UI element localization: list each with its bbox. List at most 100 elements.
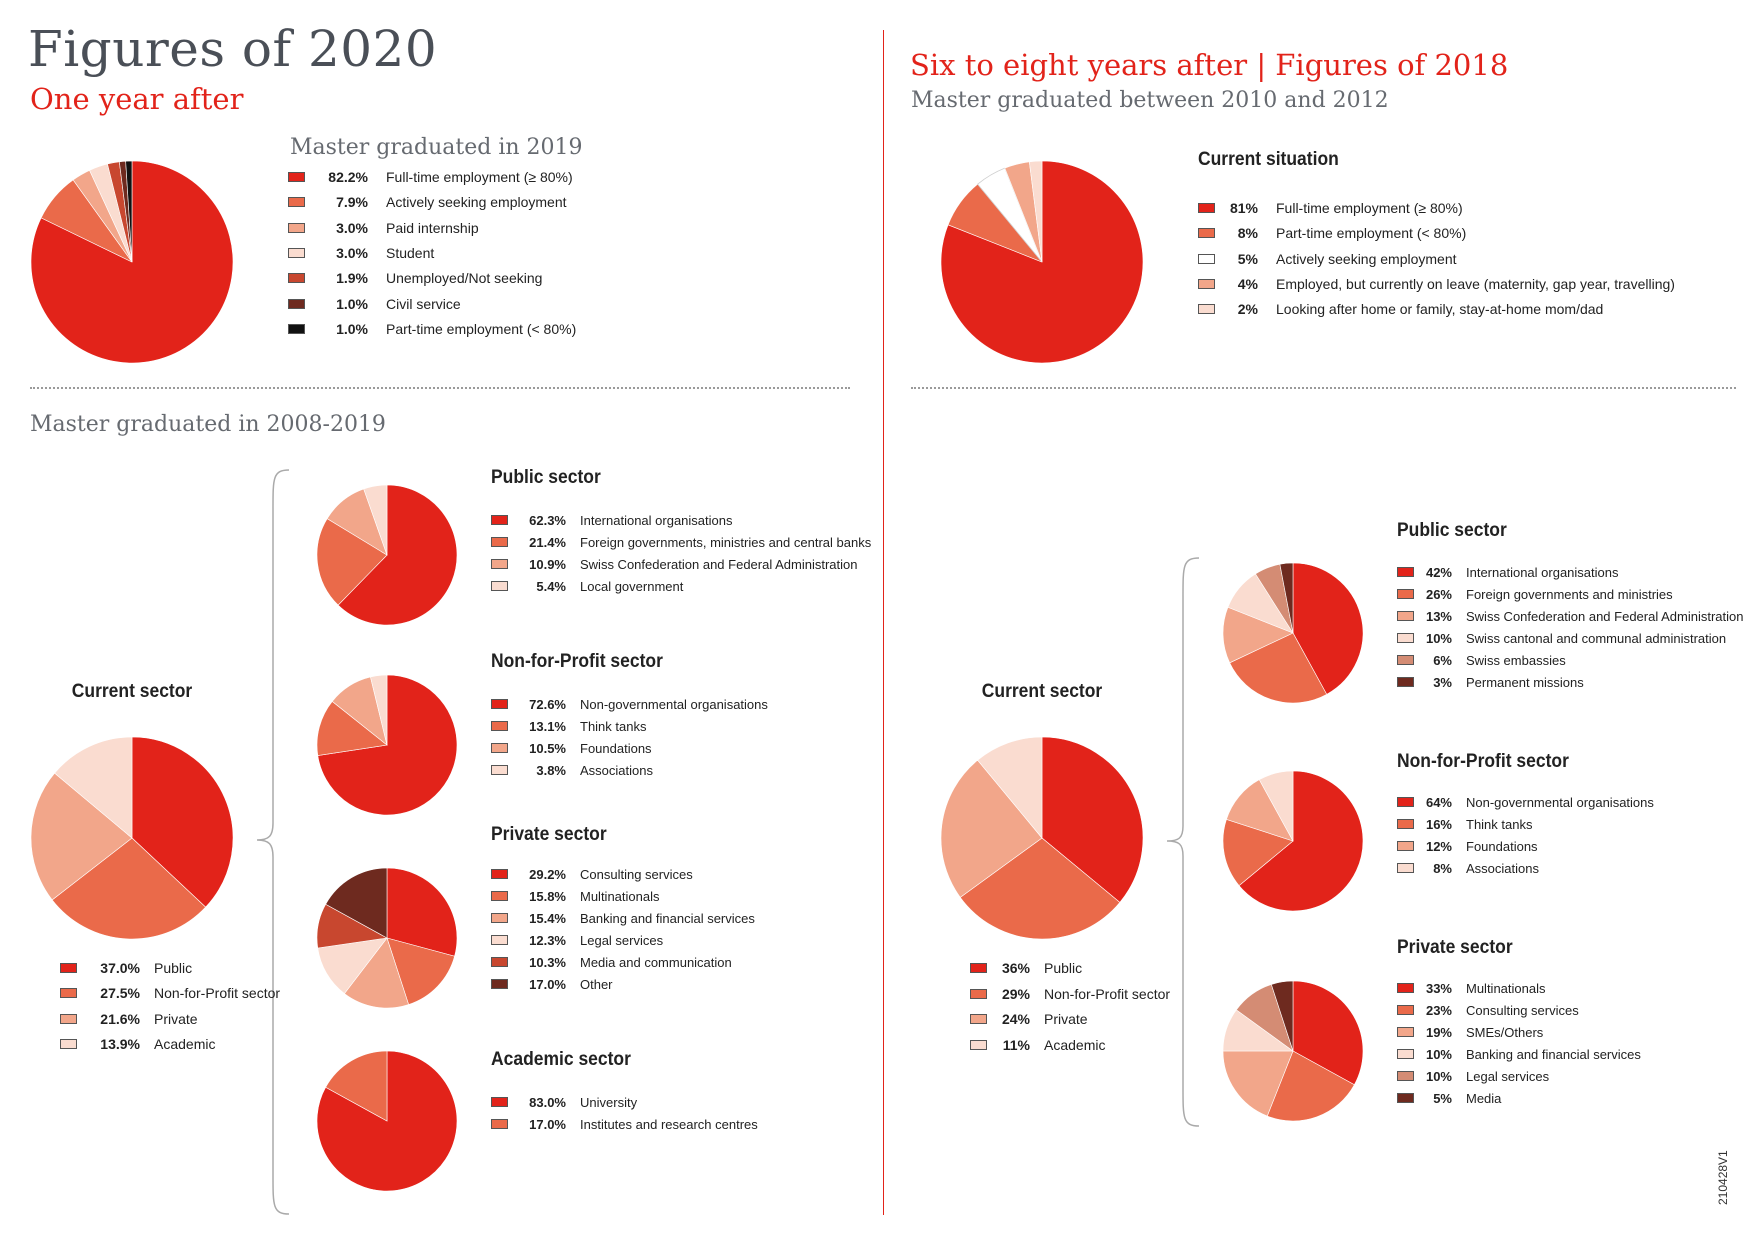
pie-slice-foreign-governments-and-ministries [1229, 632, 1328, 704]
legend-label: Other [580, 976, 613, 992]
r-public-pie [1222, 562, 1364, 704]
legend-swatch [970, 963, 987, 973]
pie-slice-institutes-and-research-centres [325, 1050, 388, 1122]
legend-swatch [60, 1013, 77, 1024]
legend-percent: 17.0% [529, 1116, 566, 1132]
legend-percent: 3.0% [336, 219, 368, 236]
legend-label: Legal services [1466, 1068, 1550, 1084]
pie-slice-associations [1258, 770, 1294, 842]
legend-item: 29% Non-for-Profit sector [970, 985, 1170, 1003]
legend-swatch [1397, 611, 1414, 621]
pie-slice-consulting-services [1266, 1050, 1355, 1122]
legend-swatch [491, 935, 508, 945]
legend-label: Swiss Confederation and Federal Administ… [580, 556, 858, 572]
legend-label: Swiss Confederation and Federal Administ… [1466, 608, 1744, 624]
legend-item: 36% Public [970, 959, 1082, 977]
legend-swatch [60, 963, 77, 973]
legend-percent: 15.8% [529, 888, 566, 904]
legend-item: 21.6% Private [60, 1010, 198, 1028]
pie-slice-international-organisations [1292, 562, 1364, 695]
legend-label: Swiss cantonal and communal administrati… [1466, 630, 1727, 646]
pie-slice-smes-others [1222, 1050, 1294, 1117]
legend-percent: 10% [1425, 1046, 1452, 1062]
legend-label: University [580, 1094, 638, 1110]
legend-swatch [288, 273, 305, 284]
pie-slice-local-government [363, 484, 388, 556]
legend-swatch [1397, 677, 1414, 687]
legend-item: 11% Academic [970, 1036, 1105, 1054]
legend-item: 8% Part-time employment (< 80%) [1198, 224, 1466, 242]
pie-slice-foreign-governments-ministries-and-central-banks [316, 518, 388, 606]
legend-label: Foundations [580, 740, 652, 756]
legend-item: 15.4% Banking and financial services [491, 909, 755, 927]
legend-item: 33% Multinationals [1397, 979, 1546, 997]
legend-label: Swiss embassies [1466, 652, 1566, 668]
legend-swatch [491, 913, 508, 923]
legend-swatch [1397, 841, 1414, 851]
legend-item: 17.0% Other [491, 975, 613, 993]
legend-label: Think tanks [1466, 816, 1533, 832]
legend-label: Media [1466, 1090, 1502, 1106]
pie-slice-permanent-missions [1279, 562, 1294, 634]
right-subtitle: Master graduated between 2010 and 2012 [911, 88, 1389, 113]
legend-label: Looking after home or family, stay-at-ho… [1276, 301, 1604, 318]
r-private-pie [1222, 980, 1364, 1122]
legend-percent: 82.2% [328, 169, 368, 185]
legend-label: Student [386, 244, 435, 261]
legend-swatch [1397, 819, 1414, 829]
legend-item: 81% Full-time employment (≥ 80%) [1198, 199, 1463, 217]
center-divider [883, 30, 884, 1215]
legend-item: 7.9% Actively seeking employment [288, 193, 567, 211]
legend-percent: 3% [1433, 674, 1452, 690]
right-dotted-divider [911, 387, 1736, 389]
legend-item: 10.3% Media and communication [491, 953, 732, 971]
legend-percent: 10.9% [529, 556, 566, 572]
pie-slice-looking-after-home-or-family-stay-at-home-mom-dad [1029, 160, 1043, 263]
legend-label: Part-time employment (< 80%) [386, 320, 577, 337]
legend-swatch [1198, 278, 1215, 289]
legend-item: 17.0% Institutes and research centres [491, 1115, 758, 1133]
l-top-pie [30, 160, 234, 364]
legend-percent: 17.0% [529, 976, 566, 992]
legend-item: 3.0% Paid internship [288, 219, 479, 237]
legend-swatch [1198, 304, 1215, 315]
legend-swatch [491, 765, 508, 775]
pie-slice-private [940, 759, 1043, 898]
legend-swatch [288, 197, 305, 208]
r-top-title: Current situation [1198, 149, 1339, 170]
legend-percent: 13.9% [100, 1035, 140, 1052]
legend-swatch [1397, 1005, 1414, 1015]
legend-swatch [970, 1039, 987, 1050]
pie-slice-international-organisations [337, 484, 458, 626]
legend-percent: 83.0% [529, 1094, 566, 1110]
legend-label: Private [154, 1010, 198, 1027]
legend-item: 37.0% Public [60, 959, 192, 977]
r-sector-title: Current sector [981, 681, 1103, 702]
legend-swatch [1397, 1071, 1414, 1081]
legend-label: SMEs/Others [1466, 1024, 1544, 1040]
legend-swatch [288, 298, 305, 309]
legend-percent: 29% [1001, 985, 1030, 1002]
legend-label: Unemployed/Not seeking [386, 270, 543, 287]
legend-percent: 1.9% [336, 270, 368, 287]
legend-swatch [1198, 253, 1215, 264]
legend-percent: 11% [1002, 1036, 1030, 1053]
legend-item: 26% Foreign governments and ministries [1397, 585, 1673, 603]
pie-slice-other [325, 867, 388, 939]
legend-swatch [491, 743, 508, 753]
legend-swatch [970, 988, 987, 999]
l-academic-title: Academic sector [491, 1049, 631, 1070]
l-academic-pie [316, 1050, 458, 1192]
legend-swatch [1198, 203, 1215, 213]
pie-slice-academic [54, 736, 133, 839]
legend-label: Multinationals [580, 888, 660, 904]
legend-label: Employed, but currently on leave (matern… [1276, 275, 1675, 292]
legend-label: Academic [1044, 1036, 1106, 1053]
legend-swatch [491, 581, 508, 591]
legend-label: Media and communication [580, 954, 732, 970]
pie-slice-associations [370, 674, 388, 746]
legend-percent: 5% [1237, 250, 1258, 267]
legend-item: 83.0% University [491, 1093, 637, 1111]
pie-slice-public [131, 736, 234, 908]
legend-swatch [1397, 655, 1414, 665]
